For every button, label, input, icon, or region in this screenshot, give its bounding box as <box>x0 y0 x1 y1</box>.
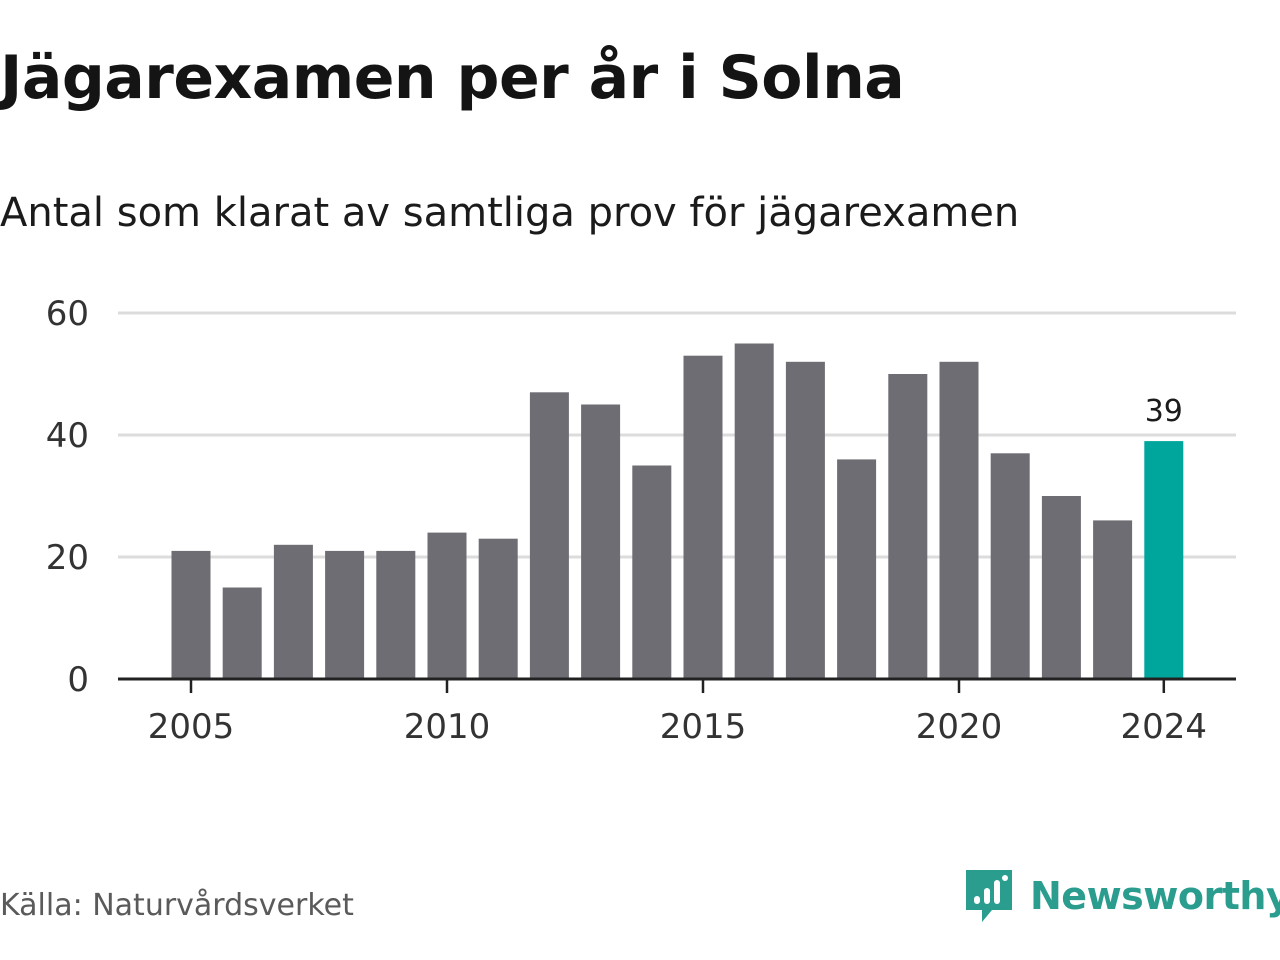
brand-logo: Newsworthy <box>962 864 1280 928</box>
bar-2013 <box>581 404 621 679</box>
axes <box>118 677 1236 693</box>
y-tick-label: 40 <box>46 416 89 456</box>
x-tick-label: 2010 <box>404 707 491 747</box>
bar-2017 <box>785 361 825 679</box>
bar-2012 <box>529 392 569 679</box>
y-tick-label: 0 <box>67 660 89 700</box>
chart-title: Jägarexamen per år i Solna <box>0 43 905 113</box>
bar-2018 <box>837 459 877 679</box>
bar-2005 <box>171 550 211 679</box>
bar-2020 <box>939 361 979 679</box>
bar-2011 <box>478 538 518 679</box>
bar-2015 <box>683 355 723 679</box>
bar-2019 <box>888 374 928 679</box>
x-tick-label: 2005 <box>148 707 235 747</box>
newsworthy-logo-icon <box>966 870 1012 922</box>
bars <box>171 343 1184 679</box>
bar-2009 <box>376 550 416 679</box>
bar-2021 <box>990 453 1030 679</box>
bar-2014 <box>632 465 672 679</box>
x-tick-label: 2015 <box>660 707 747 747</box>
bar-2016 <box>734 343 774 679</box>
labels: 0 20 40 60 39 2005 2010 2015 2020 2024 <box>46 294 1207 747</box>
data-label-2024: 39 <box>1145 394 1183 429</box>
x-tick-label: 2024 <box>1121 707 1208 747</box>
bar-2010 <box>427 532 467 679</box>
chart-subtitle: Antal som klarat av samtliga prov för jä… <box>0 190 1020 236</box>
x-tick-label: 2020 <box>916 707 1003 747</box>
bar-2024 <box>1144 441 1184 679</box>
y-tick-label: 60 <box>46 294 89 334</box>
bar-2022 <box>1041 496 1081 679</box>
bar-2006 <box>222 587 262 679</box>
bar-2007 <box>273 544 313 679</box>
source-note: Källa: Naturvårdsverket <box>0 888 354 923</box>
y-tick-label: 20 <box>46 538 89 578</box>
bar-2023 <box>1093 520 1133 679</box>
brand-name: Newsworthy <box>1030 874 1280 918</box>
bar-2008 <box>325 550 365 679</box>
